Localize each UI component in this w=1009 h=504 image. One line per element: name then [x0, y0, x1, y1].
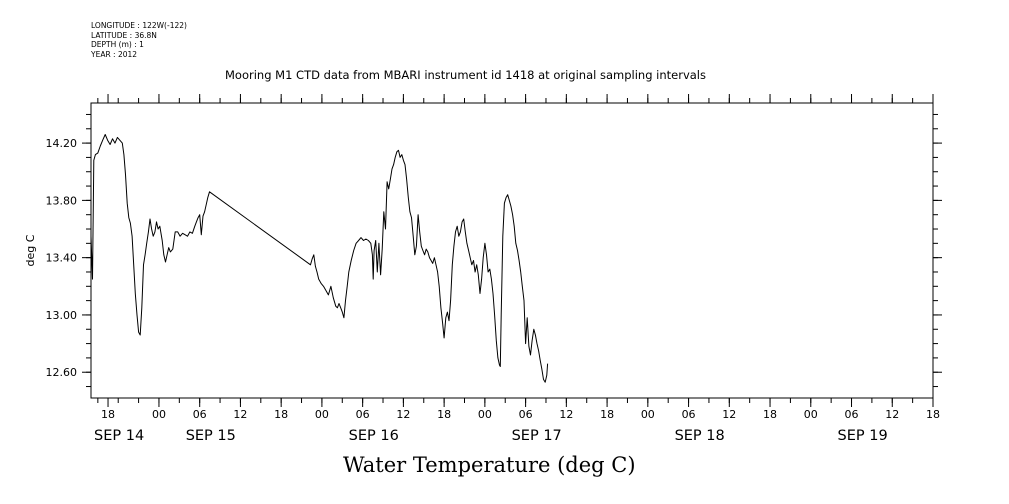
chart-title: Mooring M1 CTD data from MBARI instrumen…: [225, 68, 706, 82]
x-hour-label: 06: [845, 408, 859, 421]
x-hour-label: 06: [682, 408, 696, 421]
x-hour-label: 12: [885, 408, 899, 421]
metadata-block: LONGITUDE : 122W(-122) LATITUDE : 36.8N …: [91, 21, 187, 59]
x-hour-label: 18: [274, 408, 288, 421]
longitude-label: LONGITUDE : 122W(-122): [91, 21, 187, 30]
x-date-label: SEP 14: [94, 428, 144, 444]
x-hour-label: 00: [478, 408, 492, 421]
x-hour-label: 12: [396, 408, 410, 421]
x-hour-label: 00: [152, 408, 166, 421]
series-line-water-temperature: [90, 134, 549, 383]
y-tick-label: 12.60: [46, 366, 78, 379]
depth-label: DEPTH (m) : 1: [91, 40, 144, 49]
year-label: YEAR : 2012: [91, 49, 138, 59]
x-hour-label: 00: [315, 408, 329, 421]
y-tick-label: 14.20: [46, 137, 78, 150]
x-date-label: SEP 16: [349, 428, 399, 444]
y-tick-label: 13.00: [46, 309, 78, 322]
x-hour-label: 12: [722, 408, 736, 421]
x-hour-label: 18: [101, 408, 115, 421]
plot-frame: [90, 102, 934, 399]
x-date-label: SEP 15: [186, 428, 236, 444]
x-hour-label: 06: [356, 408, 370, 421]
x-hour-label: 18: [600, 408, 614, 421]
x-hour-label: 18: [437, 408, 451, 421]
x-date-label: SEP 19: [838, 428, 888, 444]
x-hour-label: 12: [233, 408, 247, 421]
variable-title: Water Temperature (deg C): [343, 453, 636, 477]
y-tick-label: 13.80: [46, 194, 78, 207]
x-date-label: SEP 18: [675, 428, 725, 444]
x-date-label: SEP 17: [512, 428, 562, 444]
x-hour-label: 00: [804, 408, 818, 421]
x-hour-label: 00: [641, 408, 655, 421]
x-hour-label: 18: [926, 408, 940, 421]
latitude-label: LATITUDE : 36.8N: [91, 30, 157, 40]
x-hour-label: 06: [193, 408, 207, 421]
x-hour-label: 18: [763, 408, 777, 421]
y-tick-label: 13.40: [46, 252, 78, 265]
x-hour-label: 06: [519, 408, 533, 421]
y-axis-label: deg C: [24, 234, 37, 266]
x-hour-label: 12: [559, 408, 573, 421]
